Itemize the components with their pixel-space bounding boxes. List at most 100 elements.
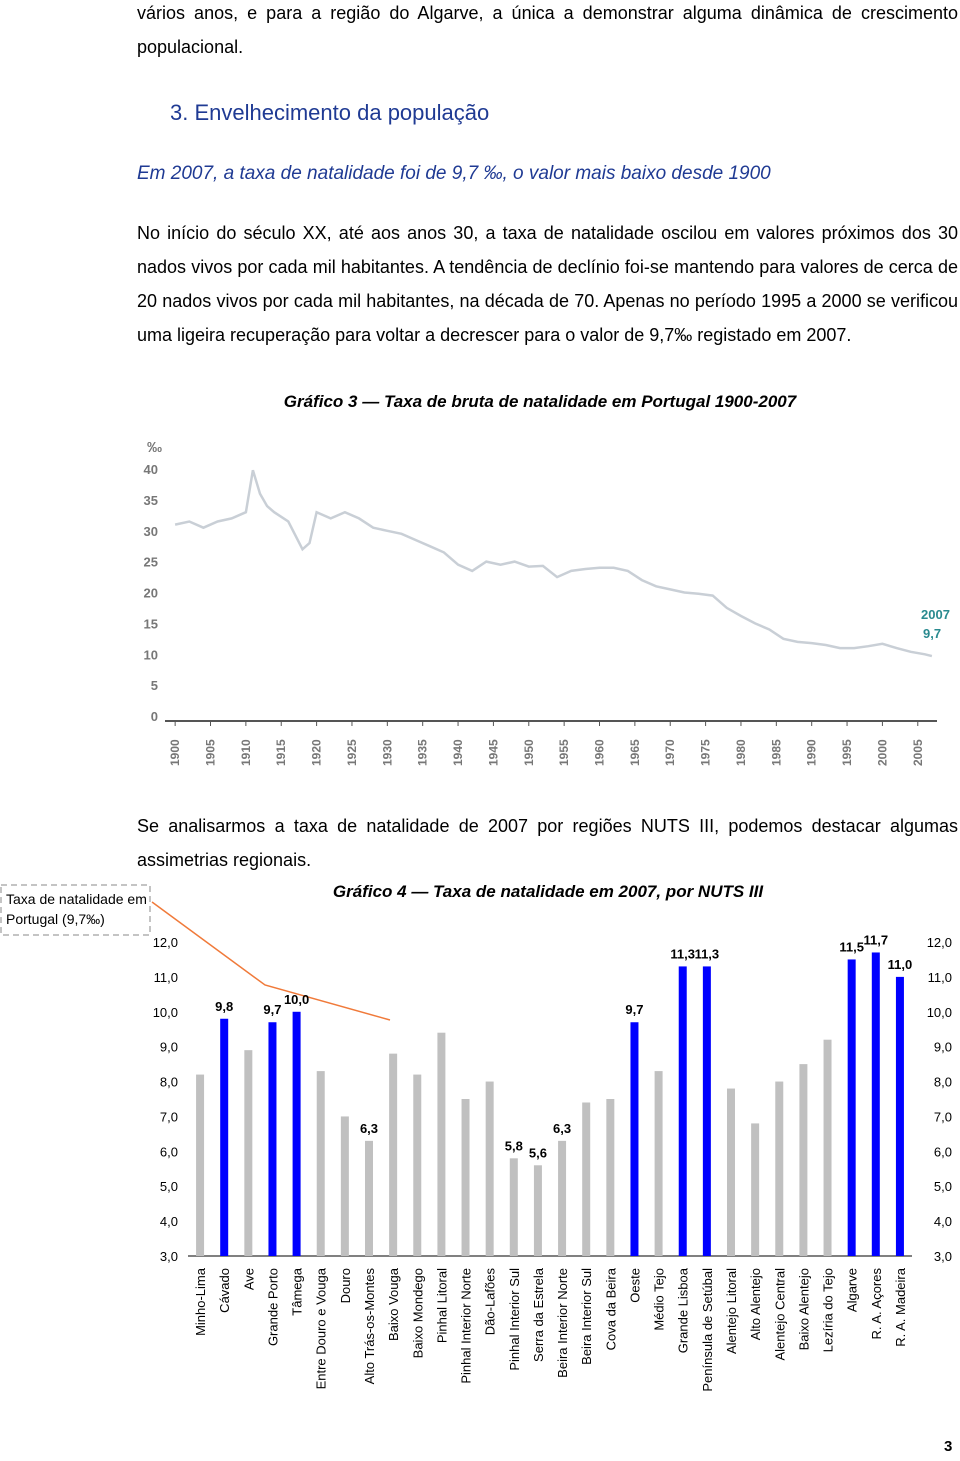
bar (461, 1099, 470, 1256)
paragraph: Se analisarmos a taxa de natalidade de 2… (137, 816, 958, 870)
x-tick-label: Oeste (627, 1268, 642, 1303)
bar (365, 1140, 373, 1256)
bar (316, 1071, 325, 1256)
y-tick-label: 11,0 (928, 970, 952, 985)
intro-paragraph: vários anos, e para a região do Algarve,… (137, 3, 958, 57)
x-tick-label: Médio Tejo (652, 1268, 667, 1331)
annotation: Taxa de natalidade em Portugal (9,7‰) (6, 891, 147, 927)
x-tick-label: 2000 (875, 739, 889, 766)
y-tick-label: 9,0 (934, 1040, 952, 1055)
bar (630, 1022, 639, 1256)
bar (751, 1123, 760, 1256)
y-tick-label: 8,0 (934, 1075, 952, 1090)
y-tick-label: 7,0 (160, 1109, 178, 1124)
x-tick-label: Serra da Estrela (531, 1267, 546, 1362)
value-label: 11,7 (864, 932, 889, 947)
bar (582, 1102, 591, 1256)
x-tick-label: R. A. Açores (869, 1268, 884, 1340)
x-tick-label: Minho-Lima (193, 1267, 208, 1336)
bar (847, 959, 856, 1256)
x-tick-label: 1955 (557, 739, 571, 766)
y-tick-label: 6,0 (160, 1144, 178, 1159)
x-tick-label: 1970 (663, 739, 677, 766)
y-tick-label: 40 (144, 462, 158, 477)
x-tick-label: Península de Setúbal (700, 1268, 715, 1392)
bar (727, 1088, 735, 1256)
x-tick-label: Dão-Lafões (483, 1268, 498, 1336)
x-tick-label: Douro (338, 1268, 353, 1303)
bar (509, 1158, 518, 1256)
bar (678, 966, 687, 1256)
y-tick-label: 7,0 (934, 1109, 952, 1124)
bar (220, 1018, 229, 1256)
value-label: 9,7 (625, 1002, 643, 1017)
x-tick-label: Tâmega (290, 1267, 305, 1315)
y-tick-label: 3,0 (934, 1249, 952, 1264)
x-tick-label: Alentejo Litoral (724, 1268, 739, 1354)
bar (340, 1116, 349, 1256)
x-tick-label: 1995 (840, 739, 854, 766)
x-tick-label: 1925 (345, 739, 359, 766)
x-tick-label: Pinhal Interior Sul (507, 1268, 522, 1371)
paragraph: No início do século XX, até aos anos 30,… (137, 223, 958, 345)
x-tick-label: Baixo Vouga (386, 1267, 401, 1341)
x-tick-label: Pinhal Interior Norte (459, 1268, 474, 1384)
value-label: 10,0 (284, 992, 309, 1007)
y-unit: ‰ (147, 439, 162, 456)
bar (485, 1081, 494, 1256)
y-tick-label: 0 (151, 709, 158, 724)
x-tick-label: 2005 (911, 739, 925, 766)
value-label: 5,6 (529, 1145, 547, 1160)
x-tick-label: 1935 (416, 739, 430, 766)
y-tick-label: 5,0 (934, 1179, 952, 1194)
y-tick-label: 5,0 (160, 1179, 178, 1194)
value-label: 5,8 (505, 1138, 523, 1153)
bar (823, 1039, 832, 1256)
y-tick-label: 30 (144, 524, 158, 539)
x-tick-label: 1905 (204, 739, 218, 766)
x-tick-label: 1975 (699, 739, 713, 766)
x-tick-label: Grande Lisboa (676, 1267, 691, 1353)
y-tick-label: 10,0 (153, 1005, 178, 1020)
y-tick-label: 9,0 (160, 1040, 178, 1055)
section-subtitle: Em 2007, a taxa de natalidade foi de 9,7… (137, 163, 771, 184)
value-label: 11,3 (695, 946, 720, 961)
y-tick-label: 6,0 (934, 1144, 952, 1159)
value-label: 9,8 (215, 999, 233, 1014)
x-tick-label: Beira Interior Sul (579, 1268, 594, 1365)
annotation: 2007 (921, 607, 950, 622)
bar (654, 1071, 663, 1256)
annotation-box (0, 884, 151, 936)
y-tick-label: 3,0 (160, 1249, 178, 1264)
x-tick-label: Lezíria do Tejo (821, 1268, 836, 1352)
x-tick-label: 1960 (593, 739, 607, 766)
bar (799, 1064, 808, 1256)
x-tick-label: 1910 (239, 739, 253, 766)
y-tick-label: 4,0 (934, 1214, 952, 1229)
bar (702, 966, 711, 1256)
line-series (174, 469, 933, 658)
bar (895, 976, 904, 1256)
page-number: 3 (944, 1438, 953, 1455)
section-heading: 3. Envelhecimento da população (170, 100, 490, 125)
y-tick-label: 15 (144, 616, 158, 631)
x-tick-label: Algarve (845, 1268, 860, 1312)
annotation: 9,7 (923, 626, 941, 641)
y-tick-label: 11,0 (154, 970, 178, 985)
x-tick-label: 1940 (451, 739, 465, 766)
y-tick-label: 10,0 (927, 1005, 952, 1020)
bar (244, 1050, 253, 1256)
chart-title: Gráfico 3 — Taxa de bruta de natalidade … (283, 392, 797, 411)
bar (268, 1022, 277, 1256)
y-tick-label: 10 (144, 647, 158, 662)
x-tick-label: 1945 (486, 739, 500, 766)
x-tick-label: Beira Interior Norte (555, 1268, 570, 1378)
y-tick-label: 8,0 (160, 1075, 178, 1090)
x-tick-label: 1950 (522, 739, 536, 766)
chart-title: Gráfico 4 — Taxa de natalidade em 2007, … (332, 882, 764, 901)
x-tick-label: Cávado (217, 1268, 232, 1313)
value-label: 11,3 (670, 946, 695, 961)
bar (196, 1074, 205, 1256)
x-tick-label: Ave (241, 1268, 256, 1290)
